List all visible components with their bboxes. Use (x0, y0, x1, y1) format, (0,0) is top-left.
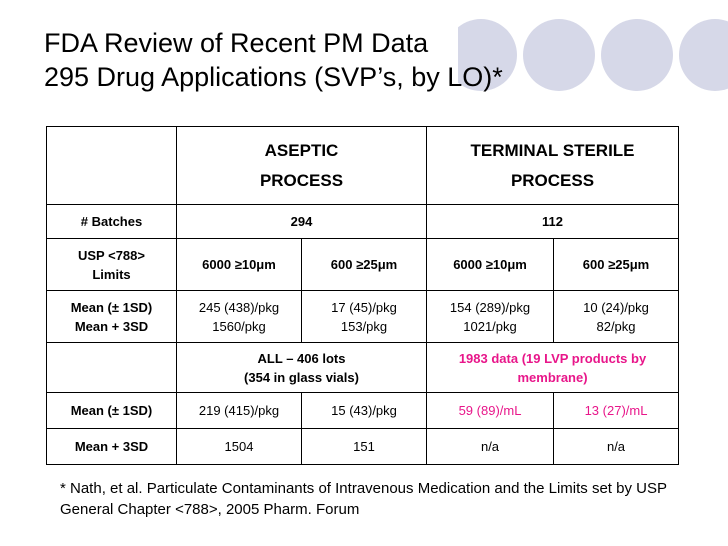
decorative-circles (458, 19, 728, 91)
cell-text: 245 (438)/pkg (198, 299, 280, 315)
mean-3sd-cell: n/a (553, 428, 680, 465)
header-terminal-sterile: TERMINAL STERILE PROCESS (426, 126, 680, 205)
mean-sd-cell: 10 (24)/pkg 82/pkg (553, 290, 680, 343)
label-text: Mean (± 1SD) (70, 299, 153, 315)
decor-circle (679, 19, 728, 91)
mean-3sd-cell: 151 (300, 428, 428, 465)
header-aseptic: ASEPTIC PROCESS (175, 126, 428, 205)
mean-sd-cell: 17 (45)/pkg 153/pkg (300, 290, 428, 343)
cell-text: 82/pkg (596, 318, 636, 334)
header-text: PROCESS (510, 170, 595, 190)
decor-circle (523, 19, 595, 91)
row-label-mean-1sd: Mean (± 1SD) (46, 392, 177, 429)
subheader-text: 1983 data (19 LVP products by membrane) (458, 350, 647, 385)
pm-data-table: ASEPTIC PROCESS TERMINAL STERILE PROCESS… (46, 126, 680, 465)
decor-circle (601, 19, 673, 91)
header-text: TERMINAL STERILE (470, 140, 635, 160)
subheader-text: ALL – 406 lots (257, 350, 346, 366)
usp-limit-cell: 600 ≥25μm (553, 238, 680, 291)
slide-title: FDA Review of Recent PM Data 295 Drug Ap… (44, 26, 503, 94)
header-text: PROCESS (259, 170, 344, 190)
table-row: Mean (± 1SD) 219 (415)/pkg 15 (43)/pkg 5… (46, 392, 680, 429)
subheader-text: (354 in glass vials) (244, 369, 359, 385)
mean-1sd-cell: 59 (89)/mL (426, 392, 555, 429)
batches-terminal: 112 (426, 204, 680, 239)
row-label-mean-sd: Mean (± 1SD) Mean + 3SD (46, 290, 177, 343)
cell-text: 1021/pkg (463, 318, 517, 334)
table-row: ASEPTIC PROCESS TERMINAL STERILE PROCESS (46, 126, 680, 205)
title-line-2: 295 Drug Applications (SVP’s, by LO)* (44, 62, 503, 92)
cell-text: 17 (45)/pkg (331, 299, 397, 315)
cell-text: 153/pkg (340, 318, 388, 334)
footnote: * Nath, et al. Particulate Contaminants … (60, 480, 667, 518)
label-text: Mean + 3SD (74, 318, 149, 334)
table-row: Mean + 3SD 1504 151 n/a n/a (46, 428, 680, 465)
table-row: ALL – 406 lots (354 in glass vials) 1983… (46, 342, 680, 393)
mean-1sd-cell: 13 (27)/mL (553, 392, 680, 429)
row-label-batches: # Batches (46, 204, 177, 239)
subheader-1983-data: 1983 data (19 LVP products by membrane) (426, 342, 680, 393)
mean-1sd-cell: 15 (43)/pkg (300, 392, 428, 429)
label-text: Limits (92, 266, 131, 282)
cell-text: 1560/pkg (212, 318, 266, 334)
mean-3sd-cell: n/a (426, 428, 555, 465)
title-line-1: FDA Review of Recent PM Data (44, 28, 429, 58)
usp-limit-cell: 600 ≥25μm (300, 238, 428, 291)
cell-text: 10 (24)/pkg (583, 299, 649, 315)
label-text: USP <788> (78, 247, 145, 263)
table-row: USP <788> Limits 6000 ≥10μm 600 ≥25μm 60… (46, 238, 680, 291)
table-cell-empty (46, 342, 177, 393)
row-label-usp-limits: USP <788> Limits (46, 238, 177, 291)
cell-text: 154 (289)/pkg (449, 299, 531, 315)
table-row: # Batches 294 112 (46, 204, 680, 239)
usp-limit-cell: 6000 ≥10μm (426, 238, 555, 291)
mean-sd-cell: 154 (289)/pkg 1021/pkg (426, 290, 555, 343)
subheader-all-lots: ALL – 406 lots (354 in glass vials) (175, 342, 428, 393)
row-label-mean-3sd: Mean + 3SD (46, 428, 177, 465)
table-cell-empty (46, 126, 177, 205)
header-text: ASEPTIC (264, 140, 339, 160)
mean-1sd-cell: 219 (415)/pkg (176, 392, 302, 429)
batches-aseptic: 294 (175, 204, 428, 239)
decor-circle (458, 19, 517, 91)
mean-sd-cell: 245 (438)/pkg 1560/pkg (176, 290, 302, 343)
mean-3sd-cell: 1504 (176, 428, 302, 465)
table-row: Mean (± 1SD) Mean + 3SD 245 (438)/pkg 15… (46, 290, 680, 343)
usp-limit-cell: 6000 ≥10μm (176, 238, 302, 291)
